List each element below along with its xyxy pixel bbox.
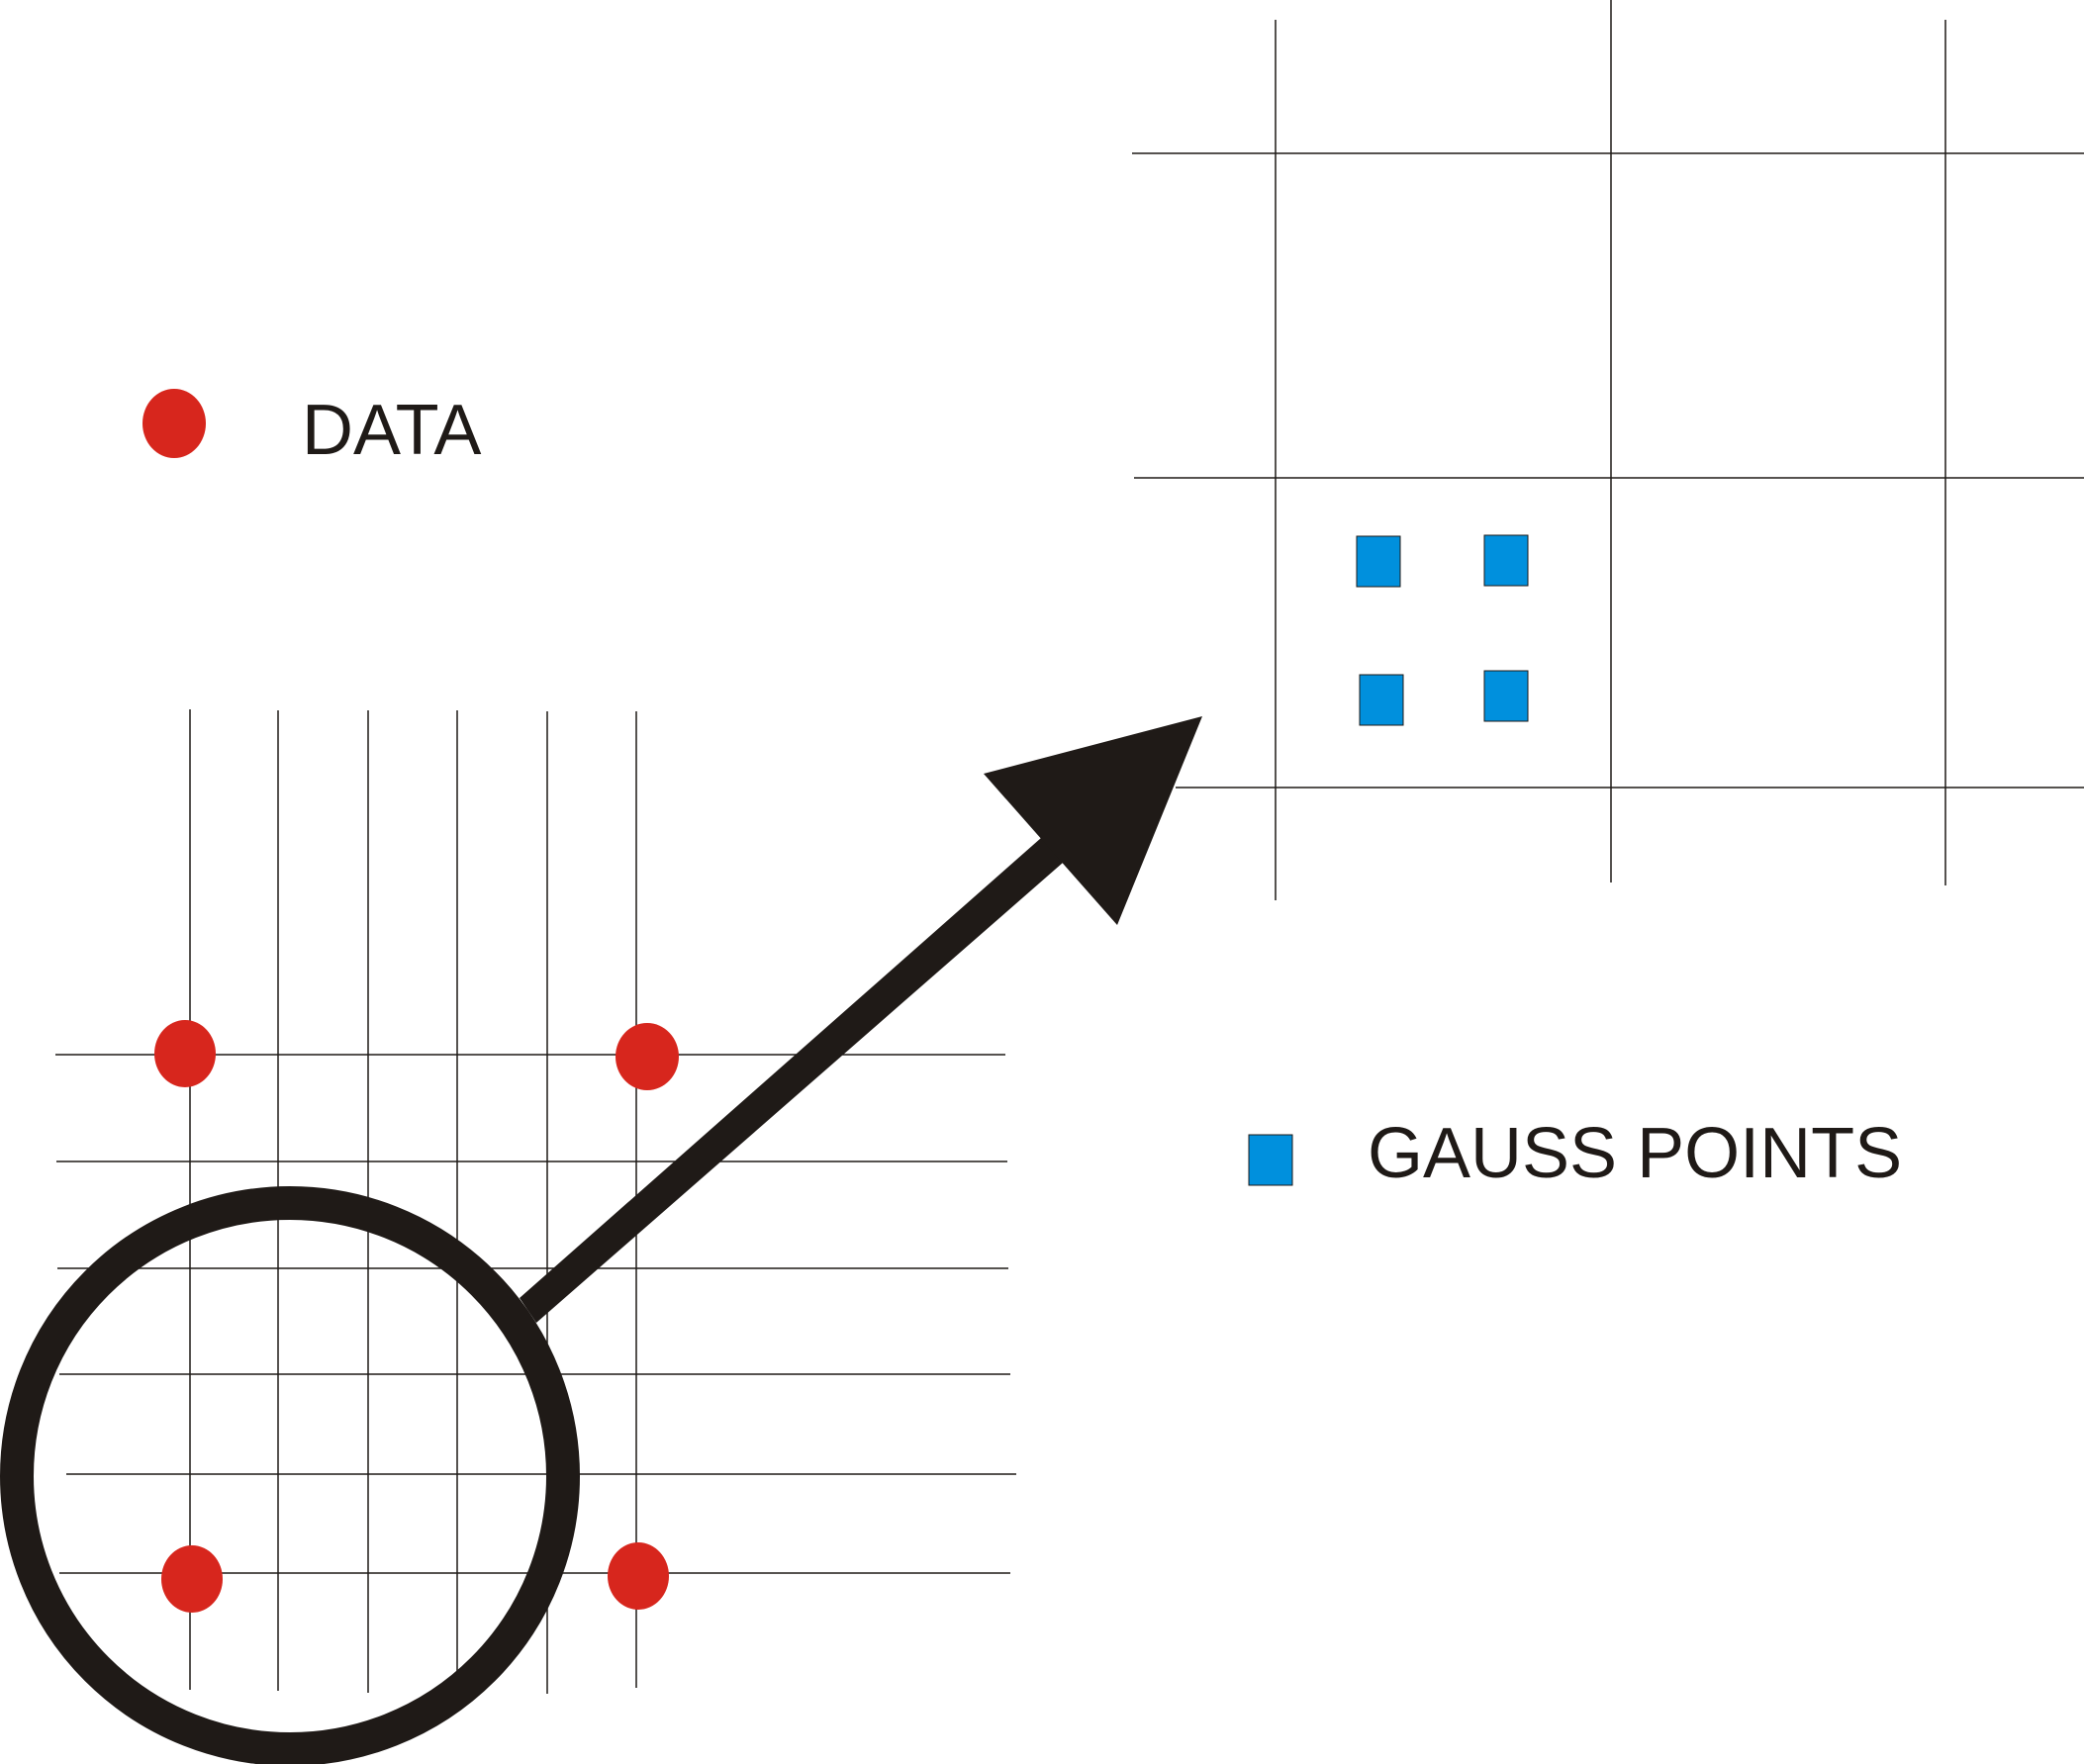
- data-point: [616, 1023, 679, 1090]
- gauss-point: [1359, 674, 1404, 726]
- data-point: [608, 1542, 669, 1610]
- data-point: [154, 1020, 216, 1087]
- legend-gauss-marker: [1248, 1134, 1293, 1186]
- data-point: [161, 1545, 223, 1613]
- zoom-arrow: [520, 838, 1063, 1323]
- legend-data: DATA: [142, 389, 481, 470]
- legend-gauss: GAUSS POINTS: [1248, 1114, 1902, 1193]
- zoom-arrow-head: [984, 716, 1202, 925]
- legend-gauss-label: GAUSS POINTS: [1368, 1114, 1902, 1193]
- legend-data-marker: [142, 389, 206, 458]
- gauss-point: [1483, 670, 1529, 722]
- gauss-point: [1356, 535, 1401, 588]
- gauss-point: [1483, 534, 1529, 587]
- gauss-points: [1356, 534, 1529, 726]
- legend-data-label: DATA: [302, 391, 481, 470]
- magnifier-circle: [0, 1186, 580, 1764]
- data-points: [154, 1020, 679, 1613]
- zoomed-grid: [1132, 0, 2084, 900]
